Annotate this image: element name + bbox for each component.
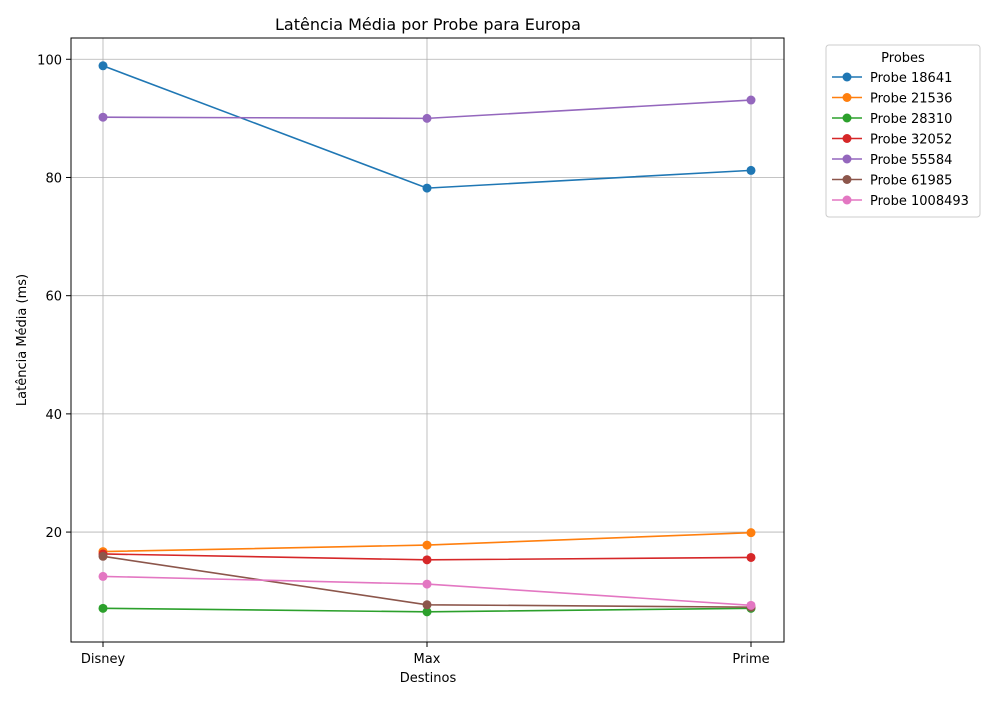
plot-frame bbox=[70, 37, 785, 643]
y-tick-label: 80 bbox=[45, 171, 62, 186]
data-point bbox=[746, 600, 756, 610]
legend-marker bbox=[842, 134, 852, 143]
x-tick-label: Max bbox=[414, 652, 441, 667]
y-axis: 20 40 60 80 100 bbox=[37, 53, 71, 541]
y-tick-label: 20 bbox=[45, 526, 62, 541]
legend-label: Probe 61985 bbox=[870, 174, 952, 189]
data-point bbox=[746, 165, 756, 175]
legend-item: Probe 32052 bbox=[832, 133, 952, 148]
legend-item: Probe 21536 bbox=[832, 92, 952, 107]
legend: Probes Probe 18641 Probe 21536 Probe 28310… bbox=[825, 44, 981, 218]
legend-item: Probe 28310 bbox=[832, 112, 952, 127]
data-point bbox=[746, 552, 756, 562]
legend-label: Probe 18641 bbox=[870, 71, 952, 86]
data-point bbox=[98, 551, 108, 561]
x-tick-label: Prime bbox=[732, 652, 769, 667]
legend-marker bbox=[842, 93, 852, 102]
series-probe-1008493 bbox=[98, 571, 756, 610]
data-point bbox=[422, 183, 432, 193]
series-group bbox=[98, 61, 756, 617]
legend-marker bbox=[842, 72, 852, 82]
data-point bbox=[98, 61, 108, 71]
series-probe-61985 bbox=[98, 551, 756, 612]
legend-label: Probe 55584 bbox=[870, 153, 952, 168]
data-point bbox=[422, 555, 432, 565]
data-point bbox=[422, 600, 432, 610]
legend-item: Probe 61985 bbox=[832, 174, 952, 189]
y-tick-label: 100 bbox=[37, 53, 62, 68]
legend-label: Probe 32052 bbox=[870, 133, 952, 148]
legend-label: Probe 21536 bbox=[870, 92, 952, 107]
chart-title: Latência Média por Probe para Europa bbox=[275, 15, 581, 34]
legend-item: Probe 18641 bbox=[832, 71, 952, 86]
legend-label: Probe 1008493 bbox=[870, 194, 969, 209]
legend-items: Probe 18641 Probe 21536 Probe 28310 Probe 3… bbox=[832, 71, 969, 209]
legend-label: Probe 28310 bbox=[870, 112, 952, 127]
x-axis-label: Destinos bbox=[400, 671, 457, 686]
legend-item: Probe 55584 bbox=[832, 153, 952, 168]
data-point bbox=[422, 113, 432, 123]
x-tick-label: Disney bbox=[81, 652, 126, 667]
data-point bbox=[98, 571, 108, 581]
data-point bbox=[422, 540, 432, 550]
grid bbox=[71, 38, 784, 642]
data-point bbox=[422, 607, 432, 617]
data-point bbox=[98, 112, 108, 122]
x-axis: Disney Max Prime bbox=[81, 642, 770, 667]
series-probe-55584 bbox=[98, 95, 756, 123]
data-point bbox=[746, 95, 756, 105]
legend-title: Probes bbox=[881, 51, 925, 66]
y-axis-label: Latência Média (ms) bbox=[15, 274, 30, 406]
legend-marker bbox=[842, 195, 852, 205]
legend-item: Probe 1008493 bbox=[832, 194, 969, 209]
legend-marker bbox=[842, 154, 852, 164]
data-point bbox=[98, 603, 108, 613]
data-point bbox=[422, 579, 432, 589]
legend-frame bbox=[825, 44, 981, 218]
y-tick-label: 40 bbox=[45, 408, 62, 423]
data-point bbox=[746, 528, 756, 538]
legend-marker bbox=[842, 113, 852, 123]
y-tick-label: 60 bbox=[45, 290, 62, 305]
series-probe-18641 bbox=[98, 61, 756, 193]
legend-marker bbox=[842, 175, 852, 184]
